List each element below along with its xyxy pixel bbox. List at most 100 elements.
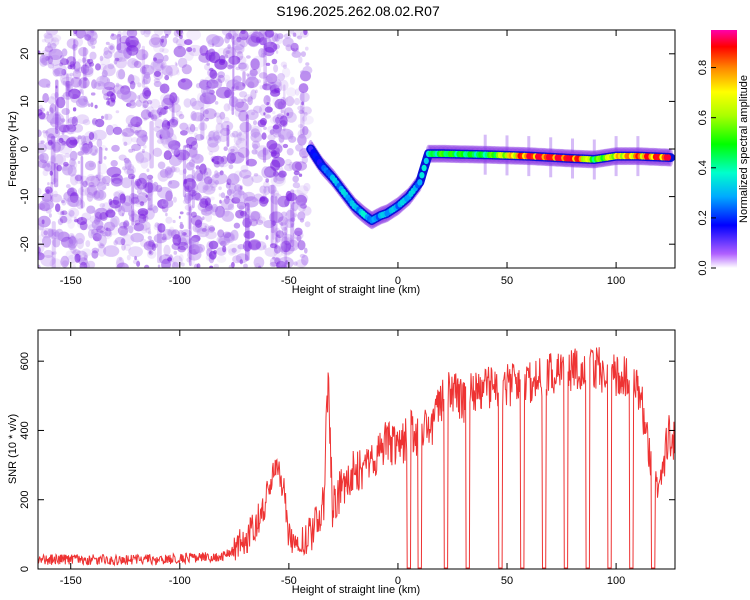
noise-blob — [238, 205, 245, 210]
noise-blob — [78, 175, 89, 185]
noise-blob — [38, 109, 43, 116]
noise-blob — [74, 174, 83, 182]
spectrogram-signal-track — [306, 134, 675, 230]
noise-blob — [38, 264, 41, 268]
noise-blob — [128, 225, 134, 234]
noise-blob — [92, 119, 97, 125]
noise-blob — [248, 239, 262, 250]
noise-blob — [182, 232, 187, 236]
noise-streak — [274, 196, 278, 249]
noise-blob — [174, 61, 178, 66]
noise-streak — [53, 163, 59, 188]
noise-blob — [131, 59, 140, 66]
noise-blob — [216, 255, 227, 263]
noise-blob — [185, 185, 188, 189]
noise-blob — [163, 118, 167, 124]
noise-blob — [118, 154, 127, 161]
noise-blob — [103, 245, 120, 257]
noise-streak — [171, 102, 175, 123]
noise-streak — [116, 34, 122, 51]
noise-blob — [272, 114, 284, 125]
noise-blob — [143, 30, 151, 38]
noise-blob — [140, 30, 146, 36]
noise-blob — [274, 98, 287, 110]
noise-blob — [65, 250, 74, 260]
noise-blob — [38, 215, 51, 228]
noise-blob — [243, 130, 247, 135]
track-core — [665, 154, 672, 161]
noise-blob — [123, 165, 136, 176]
noise-blob — [126, 75, 140, 86]
noise-blob — [197, 244, 202, 248]
noise-blob — [173, 45, 186, 58]
noise-blob — [161, 137, 167, 146]
noise-blob — [269, 171, 279, 178]
noise-blob — [40, 254, 56, 267]
noise-blob — [49, 170, 53, 176]
noise-blob — [99, 163, 108, 175]
noise-blob — [129, 80, 136, 90]
noise-streak — [50, 135, 56, 185]
noise-blob — [114, 236, 126, 245]
noise-blob — [258, 265, 262, 268]
noise-blob — [167, 180, 180, 189]
noise-blob — [282, 37, 294, 48]
noise-blob — [122, 30, 128, 37]
noise-blob — [273, 43, 280, 50]
noise-blob — [52, 39, 57, 45]
noise-blob — [263, 181, 270, 189]
noise-blob — [214, 174, 220, 179]
noise-blob — [46, 133, 56, 145]
noise-blob — [263, 126, 267, 130]
noise-blob — [126, 254, 131, 261]
noise-blob — [38, 159, 48, 169]
noise-blob — [84, 186, 98, 198]
noise-blob — [66, 124, 75, 135]
noise-blob — [54, 67, 65, 77]
noise-blob — [157, 170, 169, 182]
noise-blob — [214, 101, 219, 105]
noise-blob — [153, 224, 160, 231]
noise-blob — [85, 175, 101, 188]
noise-blob — [236, 33, 242, 41]
noise-blob — [62, 91, 73, 100]
noise-blob — [175, 110, 183, 117]
noise-blob — [280, 61, 288, 68]
noise-blob — [172, 196, 177, 203]
noise-blob — [142, 53, 147, 60]
noise-blob — [170, 261, 176, 268]
noise-blob — [123, 244, 132, 251]
noise-blob — [68, 243, 76, 251]
noise-blob — [245, 242, 254, 249]
noise-blob — [61, 210, 68, 215]
noise-blob — [196, 227, 210, 238]
noise-blob — [130, 116, 143, 127]
noise-blob — [189, 124, 196, 133]
noise-blob — [194, 192, 202, 201]
noise-blob — [251, 174, 263, 183]
noise-blob — [230, 54, 237, 60]
noise-blob — [62, 166, 69, 171]
noise-blob — [199, 78, 206, 85]
noise-blob — [217, 74, 225, 83]
noise-blob — [238, 62, 247, 70]
noise-blob — [247, 215, 256, 222]
noise-blob — [218, 134, 228, 143]
noise-blob — [83, 254, 88, 261]
noise-blob — [219, 199, 222, 204]
noise-blob — [115, 259, 126, 268]
noise-blob — [278, 141, 283, 149]
noise-blob — [232, 191, 249, 203]
noise-blob — [159, 47, 165, 53]
noise-blob — [239, 30, 249, 41]
noise-streak — [245, 114, 249, 166]
noise-blob — [222, 245, 227, 253]
noise-blob — [204, 225, 207, 229]
noise-blob — [38, 129, 42, 138]
noise-blob — [62, 237, 69, 243]
noise-blob — [217, 47, 228, 57]
x-tick-label: 50 — [501, 575, 513, 587]
noise-blob — [150, 114, 155, 120]
noise-blob — [219, 170, 224, 176]
noise-blob — [154, 70, 161, 77]
